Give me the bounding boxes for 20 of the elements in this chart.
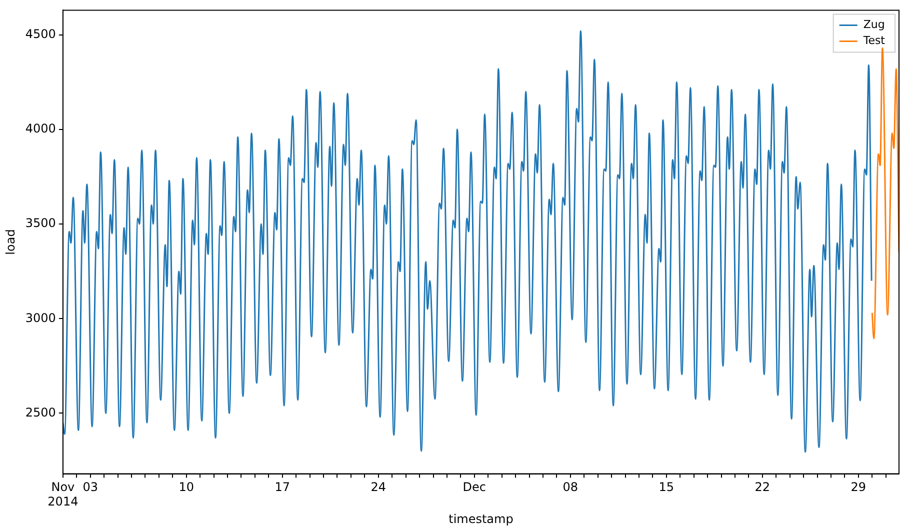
legend-label: Zug <box>863 18 885 32</box>
line-series <box>871 47 899 340</box>
x-tick-label: 24 <box>370 480 386 494</box>
x-tick-label: 22 <box>754 480 770 494</box>
x-tick-label: 15 <box>658 480 674 494</box>
y-tick-label: 3500 <box>25 216 56 230</box>
x-tick-label: 17 <box>274 480 290 494</box>
x-tick-label: 03 <box>82 480 98 494</box>
legend-label: Test <box>862 34 886 48</box>
y-tick-label: 4000 <box>25 122 56 136</box>
x-tick-label: Nov 2014 <box>48 480 78 509</box>
y-tick-label: 2500 <box>25 405 56 420</box>
x-tick-label: 10 <box>178 480 194 494</box>
y-axis-title: load <box>3 229 18 255</box>
x-tick-label: 29 <box>850 480 866 494</box>
y-tick-label: 3000 <box>25 310 56 325</box>
x-axis-title: timestamp <box>448 512 514 526</box>
x-tick-label: 08 <box>562 480 578 494</box>
y-tick-label: 4500 <box>25 26 56 41</box>
x-tick-label: Dec <box>462 480 486 494</box>
